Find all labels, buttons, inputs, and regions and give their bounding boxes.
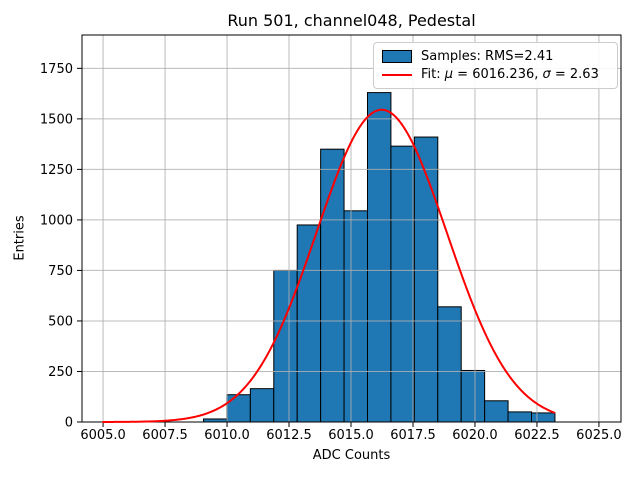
x-tick-label: 6012.5 (266, 428, 312, 443)
x-tick-label: 6022.5 (514, 428, 560, 443)
legend-label-samples: Samples: RMS=2.41 (421, 48, 554, 64)
x-tick-label: 6015.0 (328, 428, 374, 443)
x-axis-label: ADC Counts (312, 448, 391, 463)
y-tick-label: 500 (48, 314, 73, 329)
histogram-swatch-icon (382, 49, 412, 63)
y-tick-label: 1750 (40, 62, 73, 77)
y-tick-label: 750 (48, 264, 73, 279)
y-tick-label: 1500 (40, 112, 73, 127)
x-tick-label: 6007.5 (142, 428, 188, 443)
x-tick-label: 6020.0 (452, 428, 498, 443)
histogram-bar (437, 306, 462, 423)
y-tick-label: 1000 (40, 213, 73, 228)
histogram-bar (366, 92, 392, 423)
histogram-bar (507, 411, 533, 423)
fit-line-swatch-icon (382, 73, 412, 76)
histogram-bar (226, 394, 251, 423)
legend-label-fit: Fit: μ = 6016.236, σ = 2.63 (421, 67, 599, 83)
histogram-bar (531, 412, 556, 423)
histogram-bar (249, 388, 275, 423)
x-tick-label: 6005.0 (80, 428, 126, 443)
histogram-bar (343, 210, 368, 423)
histogram-bar (460, 369, 486, 423)
legend-entry-fit: Fit: μ = 6016.236, σ = 2.63 (382, 68, 609, 81)
x-tick-label: 6017.5 (390, 428, 436, 443)
legend: Samples: RMS=2.41 Fit: μ = 6016.236, σ =… (373, 42, 618, 89)
y-tick-label: 250 (48, 365, 73, 380)
x-tick-label: 6010.0 (204, 428, 250, 443)
histogram-bar (390, 145, 415, 423)
y-tick-label: 1250 (40, 163, 73, 178)
y-tick-label: 0 (65, 416, 73, 431)
chart-title: Run 501, channel048, Pedestal (227, 11, 476, 30)
fit-curve (102, 108, 556, 423)
histogram-bar (484, 400, 509, 423)
legend-entry-samples: Samples: RMS=2.41 (382, 48, 609, 64)
histogram-bar (273, 269, 298, 423)
histogram-bar (413, 136, 439, 423)
x-tick-label: 6025.0 (576, 428, 622, 443)
y-axis-label: Entries (12, 215, 28, 261)
